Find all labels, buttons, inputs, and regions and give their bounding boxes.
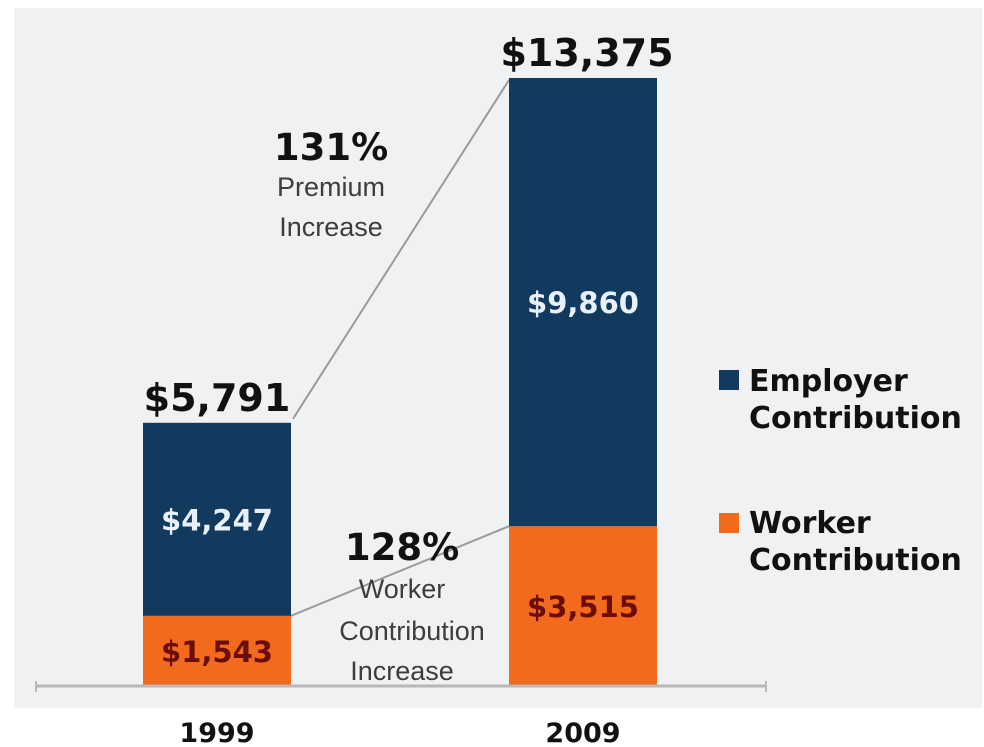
- label-worker-1999: $1,543: [161, 635, 273, 669]
- annotation-worker-text: Increase: [350, 656, 454, 686]
- label-total-1999: $5,791: [144, 376, 291, 420]
- label-worker-2009: $3,515: [527, 590, 639, 624]
- annotation-worker-text: Contribution: [339, 616, 485, 646]
- label-employer-2009: $9,860: [527, 286, 639, 320]
- annotation-premium-value: 131%: [274, 126, 388, 169]
- legend-swatch-worker: [719, 513, 739, 533]
- x-tick-label-2009: 2009: [545, 718, 620, 747]
- annotation-worker-value: 128%: [345, 526, 459, 569]
- legend-label-employer: Employer: [749, 364, 908, 399]
- annotation-premium-text: Premium: [277, 172, 385, 202]
- bar-worker-1999: [143, 615, 291, 686]
- legend-swatch-employer: [719, 370, 739, 390]
- annotation-worker-text: Worker: [359, 574, 446, 604]
- premium-trend-line: [292, 79, 510, 420]
- bar-employer-2009: [509, 78, 657, 527]
- label-employer-1999: $4,247: [161, 503, 273, 537]
- label-total-2009: $13,375: [500, 31, 673, 75]
- legend-label-employer: Contribution: [749, 401, 962, 436]
- worker-trend-line: [290, 525, 510, 617]
- legend-label-worker: Contribution: [749, 543, 962, 578]
- bar-employer-1999: [143, 422, 291, 616]
- legend-label-worker: Worker: [749, 506, 871, 541]
- bar-worker-2009: [509, 526, 657, 686]
- x-tick-label-1999: 1999: [179, 718, 254, 747]
- annotation-premium-text: Increase: [279, 212, 383, 242]
